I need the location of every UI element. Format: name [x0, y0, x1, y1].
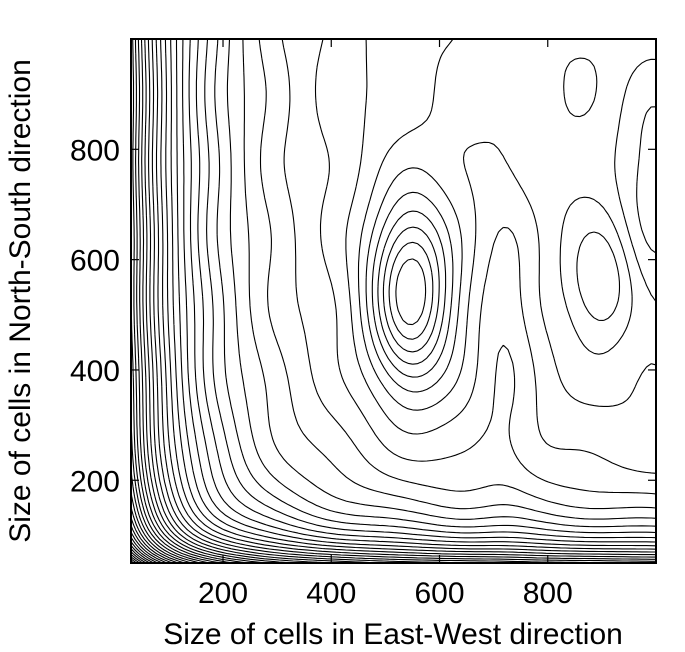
- contour-line: [131, 548, 151, 563]
- contour-line: [357, 39, 656, 411]
- contour-line: [140, 39, 294, 563]
- contour-line: [382, 226, 440, 353]
- contour-line: [134, 39, 249, 563]
- y-tick-label: 200: [70, 465, 120, 498]
- contour-line: [131, 531, 168, 563]
- contour-line: [170, 39, 656, 558]
- x-tick-label: 800: [523, 577, 573, 610]
- axis-ticks: [131, 39, 656, 563]
- contour-line: [132, 39, 234, 563]
- x-axis-label: Size of cells in East-West direction: [163, 618, 623, 651]
- contour-line: [242, 39, 656, 528]
- contour-line: [160, 39, 656, 562]
- contour-line: [151, 39, 492, 563]
- contour-line: [131, 553, 144, 563]
- contour-line: [226, 39, 656, 534]
- y-tick-label: 800: [70, 134, 120, 167]
- x-tick-labels: 200 400 600 800: [198, 577, 573, 610]
- contour-line: [182, 39, 656, 553]
- contour-line: [395, 258, 427, 326]
- contour-line: [188, 39, 656, 550]
- contour-line: [371, 191, 621, 378]
- contour-line: [214, 39, 656, 539]
- contour-line: [377, 210, 447, 365]
- x-tick-label: 400: [306, 577, 356, 610]
- contour-line: [147, 39, 384, 563]
- contour-line: [281, 39, 656, 510]
- plot-frame: [130, 38, 657, 564]
- contour-lines: [131, 39, 656, 563]
- contour-line: [131, 506, 186, 563]
- contour-line: [137, 39, 268, 563]
- y-axis-label: Size of cells in North-South direction: [4, 59, 37, 543]
- contour-line: [164, 39, 656, 560]
- contour-line: [345, 39, 656, 474]
- contour-line: [131, 469, 201, 563]
- x-tick-label: 200: [198, 577, 248, 610]
- contour-line: [195, 39, 656, 547]
- x-tick-label: 600: [414, 577, 464, 610]
- y-tick-labels: 200 400 600 800: [70, 134, 120, 498]
- contour-line: [365, 57, 633, 393]
- contour-line: [131, 213, 221, 563]
- y-tick-label: 400: [70, 355, 120, 388]
- y-tick-label: 600: [70, 245, 120, 278]
- contour-line: [131, 525, 173, 563]
- contour-line: [388, 241, 434, 340]
- contour-line: [204, 39, 656, 543]
- contour-line: [314, 39, 656, 495]
- contour-line: [258, 39, 656, 520]
- contour-line: [175, 39, 656, 556]
